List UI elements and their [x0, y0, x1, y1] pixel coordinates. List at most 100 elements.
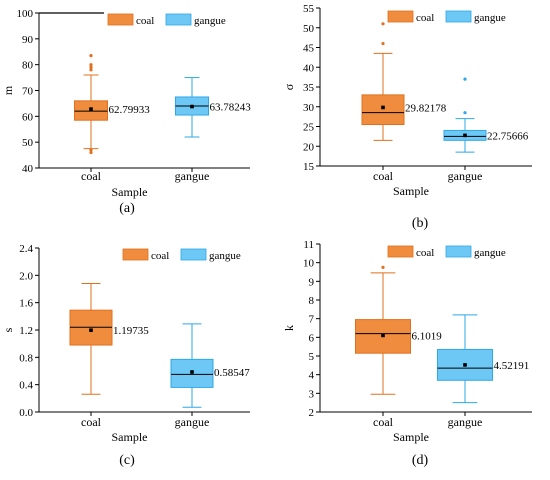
- outlier-point: [89, 150, 93, 155]
- panel-a: 40 50 60 70 80 90 100 m coal gangue Sample coal gang…: [1, 8, 251, 216]
- mean-marker: [89, 328, 93, 332]
- y-tick-label: 35: [303, 82, 315, 94]
- mean-value-label: 29.82178: [405, 102, 447, 114]
- legend-swatch-gangue: [445, 245, 472, 258]
- x-tick-label: gangue: [448, 415, 483, 429]
- outlier-point: [381, 22, 385, 26]
- y-axis-label: σ: [282, 83, 296, 90]
- y-tick-label: 0.0: [19, 407, 33, 419]
- mean-marker: [463, 133, 467, 138]
- legend-swatch-gangue: [165, 13, 192, 26]
- legend-swatch-coal: [107, 13, 134, 26]
- outlier-point: [463, 77, 467, 81]
- x-axis-label: Sample: [112, 430, 148, 444]
- outlier-point: [381, 265, 385, 269]
- y-tick-label: 7: [309, 314, 315, 326]
- legend-label-coal: coal: [416, 247, 434, 259]
- legend-swatch-coal: [387, 10, 414, 23]
- x-axis-label: Sample: [393, 184, 429, 198]
- legend-label-coal: coal: [151, 250, 169, 262]
- legend-label-gangue: gangue: [474, 247, 506, 259]
- outlier-point: [381, 41, 385, 46]
- y-tick-label: 1.2: [19, 325, 33, 337]
- panel-label: (d): [412, 453, 429, 468]
- x-axis-label: Sample: [112, 185, 148, 199]
- mean-marker: [190, 104, 194, 109]
- y-tick-label: 0.4: [19, 380, 33, 392]
- y-tick-label: 40: [22, 163, 34, 175]
- outlier-point: [89, 68, 93, 72]
- mean-marker: [381, 333, 385, 338]
- mean-marker: [463, 363, 467, 367]
- y-tick-label: 10: [303, 258, 315, 270]
- y-tick-label: 20: [303, 141, 315, 153]
- outlier-point: [89, 65, 93, 69]
- y-tick-label: 30: [303, 102, 315, 114]
- y-tick-label: 80: [22, 60, 34, 72]
- y-tick-label: 0.8: [19, 352, 33, 364]
- y-tick-label: 6: [309, 332, 315, 344]
- legend-swatch-coal: [122, 248, 149, 261]
- x-axis-label: Sample: [393, 430, 429, 444]
- y-tick-label: 90: [22, 34, 34, 46]
- y-tick-label: 9: [309, 276, 315, 288]
- mean-value-label: 22.75666: [487, 130, 529, 142]
- y-tick-label: 70: [22, 86, 34, 98]
- y-tick-label: 2.4: [19, 243, 33, 255]
- y-tick-label: 5: [309, 351, 315, 363]
- mean-marker: [381, 105, 385, 110]
- x-tick-label: gangue: [448, 169, 483, 183]
- mean-value-label: 4.52191: [494, 360, 530, 372]
- y-tick-label: 45: [303, 43, 315, 55]
- legend-label-coal: coal: [416, 12, 434, 24]
- y-tick-label: 2: [309, 407, 315, 419]
- mean-value-label: 62.79933: [109, 104, 151, 116]
- box-coal: 62.79933: [74, 54, 151, 155]
- mean-marker: [190, 370, 194, 374]
- legend-label-gangue: gangue: [194, 15, 226, 27]
- outlier-point: [89, 54, 93, 58]
- box-gangue: 4.52191: [437, 314, 530, 404]
- y-tick-label: 11: [303, 239, 314, 251]
- y-axis-label: s: [1, 327, 15, 332]
- panel-label: (c): [119, 453, 135, 468]
- y-tick-label: 2.0: [19, 270, 33, 282]
- outlier-point: [463, 111, 467, 115]
- box-gangue: 0.58547: [170, 323, 250, 408]
- legend-swatch-gangue: [445, 10, 472, 23]
- panel-label: (b): [412, 216, 429, 231]
- box-coal: 1.19735: [69, 283, 149, 395]
- x-tick-label: gangue: [175, 415, 210, 429]
- y-axis-label: m: [1, 85, 15, 95]
- y-tick-label: 40: [303, 62, 315, 74]
- outlier-point: [89, 63, 93, 67]
- x-tick-label: coal: [81, 415, 102, 429]
- y-tick-label: 15: [303, 161, 315, 173]
- outlier-point: [89, 148, 93, 152]
- mean-value-label: 0.58547: [214, 367, 250, 379]
- legend-label-gangue: gangue: [474, 12, 506, 24]
- y-tick-label: 25: [303, 122, 315, 134]
- y-tick-label: 50: [22, 137, 34, 149]
- panel-c: 0.0 0.4 0.8 1.2 1.6 2.0 2.4 s coal gangue Sample co…: [1, 243, 250, 468]
- x-tick-label: gangue: [175, 169, 210, 183]
- legend-swatch-coal: [387, 245, 414, 258]
- mean-value-label: 63.78243: [210, 102, 252, 114]
- box-gangue: 63.78243: [175, 77, 252, 138]
- mean-value-label: 6.1019: [412, 330, 443, 342]
- x-tick-label: coal: [81, 169, 102, 183]
- y-tick-label: 100: [17, 8, 34, 20]
- y-tick-label: 1.6: [19, 298, 33, 310]
- panel-label: (a): [119, 201, 135, 216]
- mean-value-label: 1.19735: [113, 325, 149, 337]
- y-tick-label: 3: [309, 388, 315, 400]
- y-tick-label: 60: [22, 111, 34, 123]
- y-tick-label: 4: [309, 370, 315, 382]
- iqr-box: [361, 94, 405, 126]
- y-axis-label: k: [282, 325, 296, 331]
- legend-label-coal: coal: [136, 15, 154, 27]
- mean-marker: [89, 107, 93, 111]
